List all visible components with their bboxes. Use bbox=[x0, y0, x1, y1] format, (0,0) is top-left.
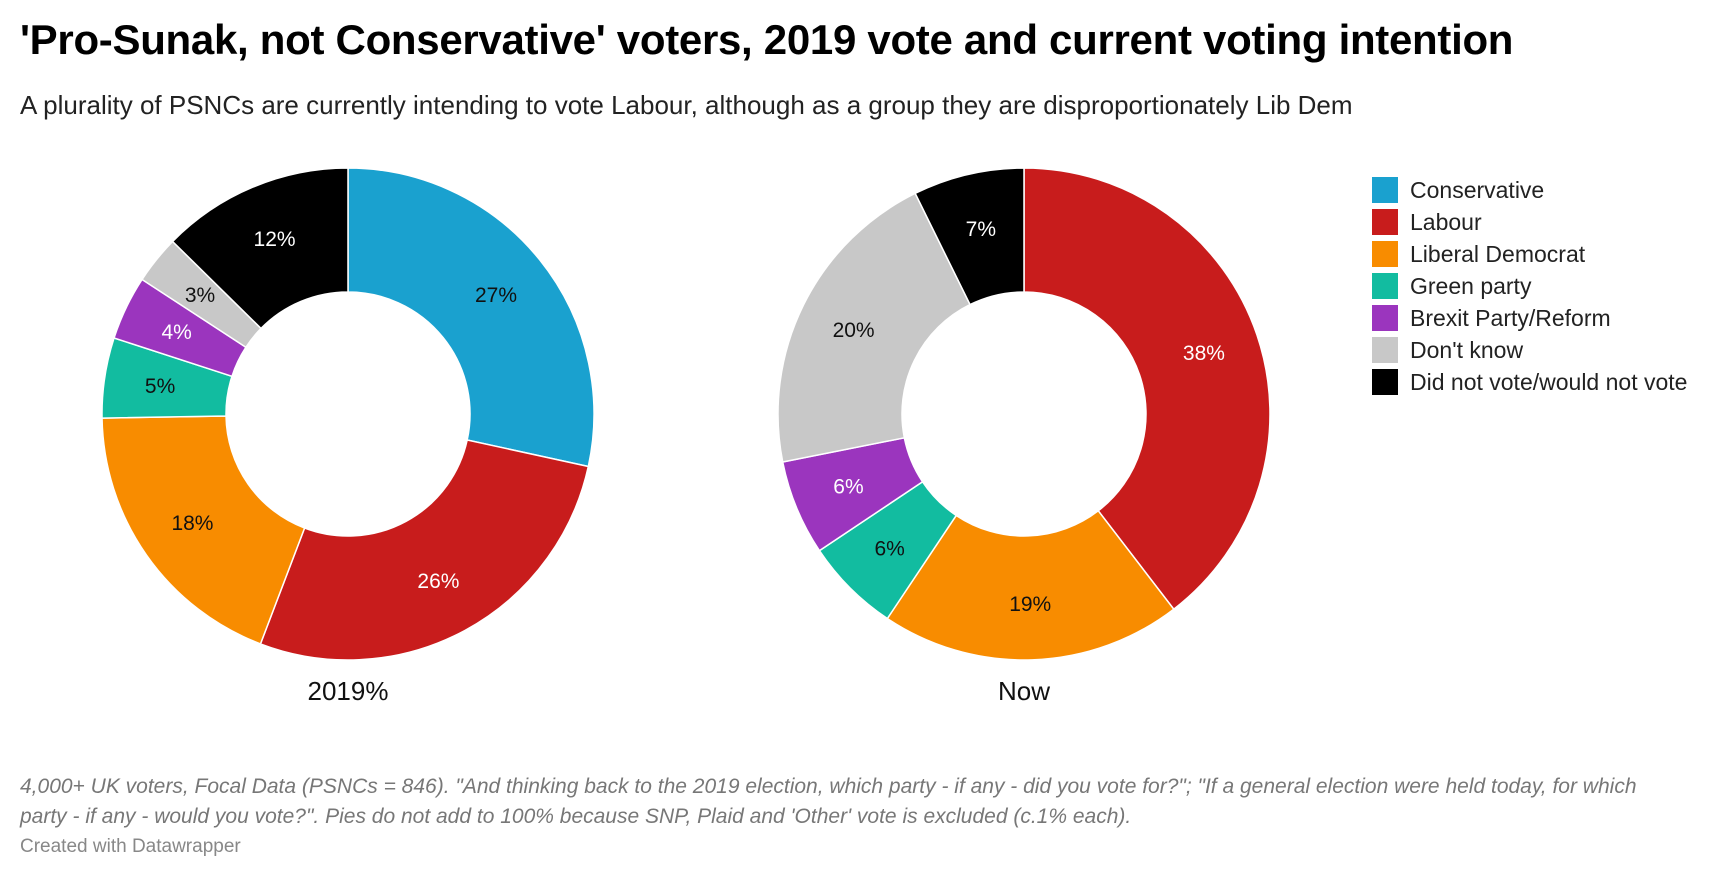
legend-label-brexit-party-reform: Brexit Party/Reform bbox=[1410, 304, 1611, 331]
slice-label-now-don-t-know: 20% bbox=[833, 319, 875, 342]
slice-2019-conservative bbox=[347, 167, 595, 468]
legend-item-green-party: Green party bbox=[1372, 270, 1687, 302]
legend-label-did-not-vote: Did not vote/would not vote bbox=[1410, 368, 1688, 395]
slice-label-2019-liberal-democrat: 18% bbox=[171, 512, 213, 535]
slice-2019-did-not-vote-would-not-vote bbox=[171, 167, 349, 330]
slice-now-labour bbox=[1023, 167, 1271, 611]
legend-item-conservative: Conservative bbox=[1372, 174, 1687, 206]
legend-item-liberal-democrat: Liberal Democrat bbox=[1372, 238, 1687, 270]
slice-label-now-did-not-vote-would-not-vote: 7% bbox=[966, 218, 996, 241]
legend-swatch-dont-know bbox=[1372, 337, 1398, 363]
slice-label-2019-brexit-party-reform: 4% bbox=[161, 321, 191, 344]
slice-label-2019-green-party: 5% bbox=[145, 375, 175, 398]
legend-swatch-conservative bbox=[1372, 177, 1398, 203]
legend-label-conservative: Conservative bbox=[1410, 176, 1545, 203]
legend-swatch-did-not-vote bbox=[1372, 369, 1398, 395]
slice-label-2019-conservative: 27% bbox=[475, 284, 517, 307]
legend: Conservative Labour Liberal Democrat Gre… bbox=[1372, 174, 1687, 398]
slice-2019-liberal-democrat bbox=[101, 415, 306, 645]
legend-label-dont-know: Don't know bbox=[1410, 336, 1524, 363]
legend-label-liberal-democrat: Liberal Democrat bbox=[1410, 240, 1586, 267]
donut-2019: 27% 26% 18% 5% 4% 3% 12% 2019% bbox=[101, 167, 595, 706]
slice-label-now-green-party: 6% bbox=[874, 537, 904, 560]
slice-now-did-not-vote-would-not-vote bbox=[914, 167, 1025, 306]
credit: Created with Datawrapper bbox=[20, 836, 241, 857]
donut-charts: 27% 26% 18% 5% 4% 3% 12% 2019% 38% 19% 6% 6% 20% 7% No… bbox=[101, 167, 1271, 706]
slice-label-2019-don-t-know: 3% bbox=[185, 284, 215, 307]
slice-now-don-t-know bbox=[777, 192, 972, 463]
donut-now: 38% 19% 6% 6% 20% 7% Now bbox=[777, 167, 1271, 706]
slice-label-now-labour: 38% bbox=[1183, 342, 1225, 365]
slice-2019-labour bbox=[259, 439, 590, 661]
legend-item-did-not-vote: Did not vote/would not vote bbox=[1372, 366, 1687, 398]
slice-label-2019-did-not-vote-would-not-vote: 12% bbox=[254, 228, 296, 251]
legend-swatch-green-party bbox=[1372, 273, 1398, 299]
slice-label-now-brexit-party-reform: 6% bbox=[833, 476, 863, 499]
slice-label-2019-labour: 26% bbox=[417, 570, 459, 593]
legend-item-dont-know: Don't know bbox=[1372, 334, 1687, 366]
legend-label-green-party: Green party bbox=[1410, 272, 1532, 299]
donut-title-2019: 2019% bbox=[308, 676, 389, 706]
donut-title-now: Now bbox=[998, 676, 1050, 706]
legend-swatch-brexit-party-reform bbox=[1372, 305, 1398, 331]
legend-swatch-liberal-democrat bbox=[1372, 241, 1398, 267]
legend-label-labour: Labour bbox=[1410, 208, 1482, 235]
chart-title: 'Pro-Sunak, not Conservative' voters, 20… bbox=[20, 16, 1514, 63]
slice-label-now-liberal-democrat: 19% bbox=[1009, 593, 1051, 616]
chart-subtitle: A plurality of PSNCs are currently inten… bbox=[20, 90, 1353, 120]
slice-now-liberal-democrat bbox=[886, 509, 1175, 661]
legend-swatch-labour bbox=[1372, 209, 1398, 235]
legend-item-brexit-party-reform: Brexit Party/Reform bbox=[1372, 302, 1687, 334]
footnote: 4,000+ UK voters, Focal Data (PSNCs = 84… bbox=[20, 775, 1637, 828]
legend-item-labour: Labour bbox=[1372, 206, 1687, 238]
